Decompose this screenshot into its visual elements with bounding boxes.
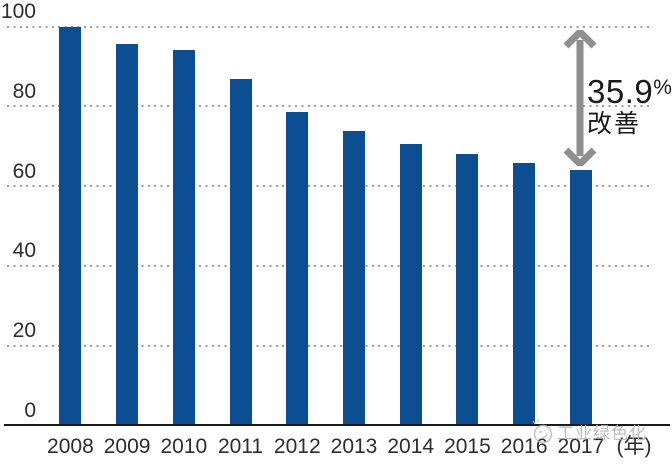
x-tick-label-2009: 2009 (103, 435, 151, 458)
bar-2013 (343, 131, 365, 426)
annotation-label: 改善 (587, 110, 642, 138)
bar-2014 (399, 144, 422, 426)
x-tick-label-2013: 2013 (330, 435, 378, 458)
annotation-value: 35.9 (587, 73, 654, 110)
x-tick-label-2014: 2014 (387, 435, 435, 458)
x-axis-line (4, 423, 670, 426)
x-tick-label-2012: 2012 (273, 435, 321, 458)
bar-2010 (172, 50, 195, 426)
percent-sign: % (653, 76, 672, 99)
watermark-text: 工业绿色化 (557, 423, 647, 443)
gridline-40 (7, 264, 650, 267)
gridline-60 (7, 185, 650, 188)
bar-2008 (59, 26, 82, 426)
improvement-annotation: 35.9% 改善 (587, 75, 672, 138)
improvement-arrow (562, 26, 598, 169)
y-tick-label-60: 60 (12, 159, 36, 183)
bar-2012 (286, 111, 309, 426)
bar-2015 (456, 154, 479, 426)
bar-2016 (513, 162, 536, 426)
watermark-logo-icon (532, 419, 553, 444)
annotation-value-row: 35.9% (587, 75, 672, 109)
x-axis-unit-label: (年) (616, 435, 652, 458)
bar-2011 (229, 79, 252, 426)
x-tick-label-2017: 2017 (557, 435, 605, 458)
x-tick-label-2015: 2015 (444, 435, 491, 458)
x-tick-label-2011: 2011 (217, 435, 264, 458)
watermark: 工业绿色化 (531, 418, 647, 444)
x-tick-label-2016: 2016 (500, 435, 548, 458)
gridline-20 (7, 344, 650, 347)
x-tick-label-2008: 2008 (47, 435, 94, 458)
y-tick-label-40: 40 (12, 239, 36, 263)
y-tick-label-100: 100 (0, 0, 36, 23)
bar-2017 (569, 169, 592, 426)
gridline-80 (7, 105, 650, 108)
y-tick-label-0: 0 (24, 399, 36, 422)
y-tick-label-80: 80 (12, 79, 36, 103)
y-tick-label-20: 20 (12, 319, 36, 343)
bar-2009 (116, 43, 139, 426)
x-tick-label-2010: 2010 (160, 435, 208, 458)
gridline-100 (7, 25, 650, 28)
